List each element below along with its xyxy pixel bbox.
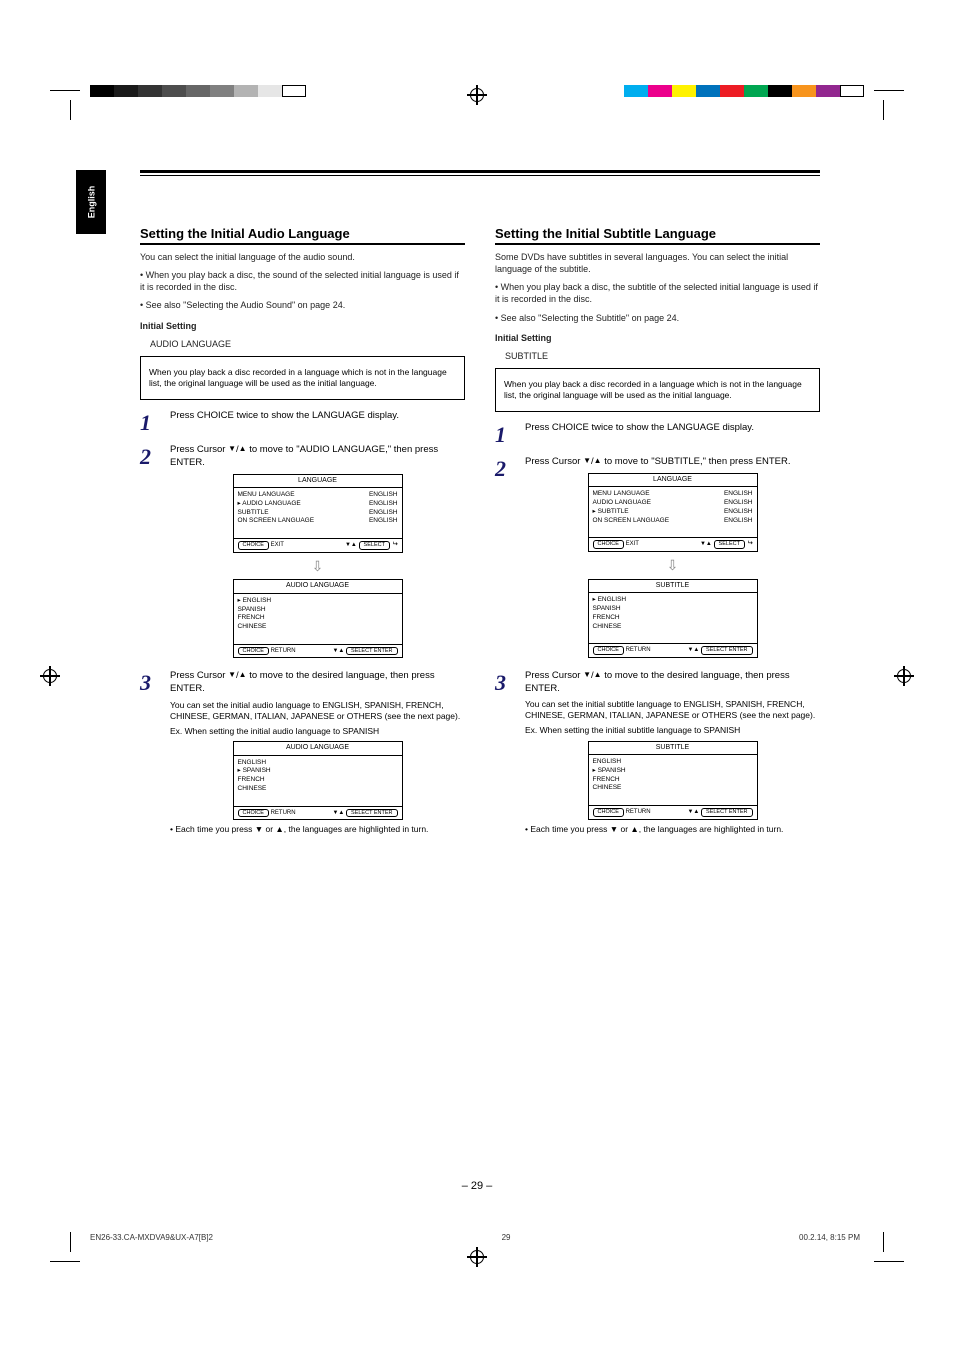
down-triangle-icon: ▼ bbox=[583, 670, 591, 679]
down-arrow-icon: ⇩ bbox=[170, 557, 465, 576]
up-triangle-icon: ▲ bbox=[239, 444, 247, 453]
up-triangle-icon: ▲ bbox=[594, 670, 602, 679]
down-triangle-icon: ▼ bbox=[228, 444, 236, 453]
step-2-number: 2 bbox=[140, 444, 160, 662]
section-title-subtitle: Setting the Initial Subtitle Language bbox=[495, 226, 820, 241]
color-bar bbox=[624, 85, 864, 97]
down-arrow-icon: ⇩ bbox=[525, 556, 820, 575]
return-icon: ↵ bbox=[392, 541, 398, 549]
return-icon: ↵ bbox=[747, 540, 753, 548]
menu-language: LANGUAGE MENU LANGUAGEENGLISH AUDIO LANG… bbox=[588, 473, 758, 552]
language-tab: English bbox=[76, 170, 106, 234]
grayscale-bar bbox=[90, 85, 306, 97]
down-triangle-icon: ▼ bbox=[583, 456, 591, 465]
menu-subtitle-example: SUBTITLE ENGLISH▸ SPANISH FRENCH CHINESE… bbox=[588, 741, 758, 820]
menu-subtitle: SUBTITLE ▸ ENGLISH SPANISH FRENCH CHINES… bbox=[588, 579, 758, 658]
note-box: When you play back a disc recorded in a … bbox=[140, 356, 465, 400]
left-column: Setting the Initial Audio Language You c… bbox=[140, 226, 465, 843]
right-column: Setting the Initial Subtitle Language So… bbox=[495, 226, 820, 843]
up-triangle-icon: ▲ bbox=[594, 456, 602, 465]
down-triangle-icon: ▼ bbox=[228, 671, 236, 680]
page-number: – 29 – bbox=[0, 1180, 954, 1192]
file-stamp: EN26-33.CA-MXDVA9&UX-A7[B]2 29 00.2.14, … bbox=[90, 1233, 860, 1242]
menu-language: LANGUAGE MENU LANGUAGEENGLISH▸ AUDIO LAN… bbox=[233, 474, 403, 553]
note-box: When you play back a disc recorded in a … bbox=[495, 368, 820, 412]
step-1-number: 1 bbox=[140, 410, 160, 436]
up-triangle-icon: ▲ bbox=[239, 671, 247, 680]
section-title-audio: Setting the Initial Audio Language bbox=[140, 226, 465, 241]
menu-audio-language: AUDIO LANGUAGE ▸ ENGLISH SPANISH FRENCH … bbox=[233, 579, 403, 658]
menu-audio-language-example: AUDIO LANGUAGE ENGLISH▸ SPANISH FRENCH C… bbox=[233, 741, 403, 820]
step-3-number: 3 bbox=[140, 670, 160, 835]
step-1-text: Press CHOICE twice to show the LANGUAGE … bbox=[170, 410, 465, 436]
